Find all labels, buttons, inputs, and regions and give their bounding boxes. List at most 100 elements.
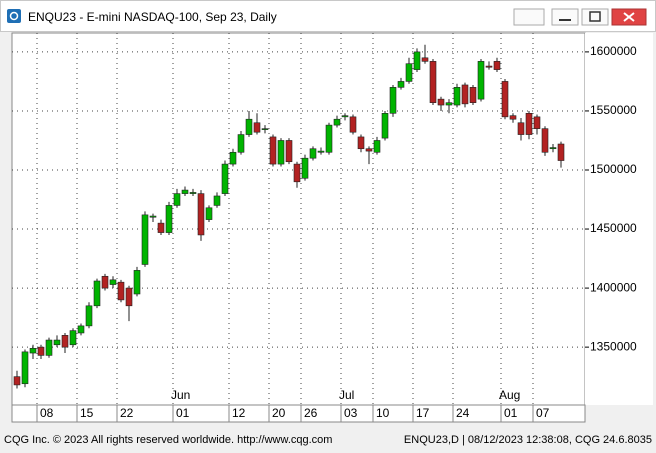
candle-body bbox=[269, 136, 277, 165]
candle-body bbox=[77, 325, 85, 334]
candle-body bbox=[117, 281, 125, 301]
candle-body bbox=[229, 151, 237, 165]
candle-body bbox=[533, 116, 541, 129]
candle-body bbox=[349, 116, 357, 133]
month-label: Jun bbox=[171, 388, 190, 402]
candle-body bbox=[549, 147, 557, 150]
candle-body bbox=[285, 140, 293, 163]
candle-body bbox=[157, 222, 165, 233]
x-tick-label: 17 bbox=[416, 406, 430, 420]
x-tick-label: 08 bbox=[40, 406, 54, 420]
candle-body bbox=[429, 61, 437, 103]
close-icon bbox=[623, 12, 635, 22]
y-tick-label: 1600000 bbox=[590, 44, 637, 58]
candle-body bbox=[325, 124, 333, 153]
candle-body bbox=[45, 339, 53, 356]
candle-body bbox=[21, 351, 29, 385]
candle-body bbox=[437, 98, 445, 106]
candle-body bbox=[197, 193, 205, 236]
candle-body bbox=[141, 214, 149, 265]
candle-body bbox=[29, 348, 37, 354]
candle-body bbox=[309, 148, 317, 159]
candle-body bbox=[237, 134, 245, 153]
x-tick-label: 10 bbox=[376, 406, 390, 420]
candle-body bbox=[333, 118, 341, 126]
candle-body bbox=[301, 157, 309, 179]
candle-body bbox=[541, 128, 549, 153]
candle-body bbox=[477, 61, 485, 100]
candle-body bbox=[245, 118, 253, 135]
candle-body bbox=[165, 205, 173, 233]
candle-body bbox=[509, 115, 517, 120]
candle-body bbox=[13, 376, 21, 386]
month-label: Aug bbox=[499, 388, 520, 402]
y-tick-label: 1400000 bbox=[590, 280, 637, 294]
maximize-button[interactable] bbox=[581, 8, 609, 26]
candle-body bbox=[365, 148, 373, 152]
candle-body bbox=[53, 339, 61, 346]
candle-body bbox=[397, 81, 405, 88]
candle-body bbox=[173, 193, 181, 206]
footer-left: CQG Inc. © 2023 All rights reserved worl… bbox=[4, 434, 332, 446]
candle-body bbox=[453, 87, 461, 106]
candle-body bbox=[501, 81, 509, 118]
maximize-icon bbox=[589, 11, 601, 22]
x-tick-label: 22 bbox=[120, 406, 134, 420]
candle-body bbox=[493, 61, 501, 70]
candle-body bbox=[253, 122, 261, 133]
footer-right: ENQU23,D | 08/12/2023 12:38:08, CQG 24.6… bbox=[404, 434, 652, 446]
candle-body bbox=[149, 215, 157, 218]
title-bar bbox=[0, 0, 656, 32]
candle-body bbox=[205, 207, 213, 220]
y-tick-label: 1550000 bbox=[590, 103, 637, 117]
link-button[interactable] bbox=[513, 8, 545, 26]
price-axis bbox=[585, 33, 653, 405]
candle-body bbox=[405, 63, 413, 82]
candle-body bbox=[261, 128, 269, 130]
candle-body bbox=[421, 57, 429, 62]
x-tick-label: 01 bbox=[504, 406, 518, 420]
x-tick-label: 01 bbox=[176, 406, 190, 420]
candle-body bbox=[485, 65, 493, 68]
candle-body bbox=[413, 51, 421, 70]
candle-body bbox=[389, 87, 397, 114]
y-tick-label: 1450000 bbox=[590, 221, 637, 235]
candle-body bbox=[109, 279, 117, 285]
plot-area bbox=[11, 32, 586, 406]
candle-body bbox=[101, 275, 109, 289]
date-axis bbox=[11, 404, 586, 423]
candle-body bbox=[517, 122, 525, 135]
y-tick-label: 1350000 bbox=[590, 339, 637, 353]
candle-body bbox=[341, 115, 349, 118]
x-tick-label: 12 bbox=[232, 406, 246, 420]
candle-body bbox=[277, 140, 285, 165]
candle-body bbox=[461, 84, 469, 105]
candle-body bbox=[525, 113, 533, 135]
candle-body bbox=[293, 163, 301, 183]
x-tick-label: 24 bbox=[456, 406, 470, 420]
x-tick-label: 26 bbox=[304, 406, 318, 420]
candle-body bbox=[181, 189, 189, 194]
candle-body bbox=[61, 335, 69, 348]
app-icon bbox=[7, 9, 21, 23]
candle-body bbox=[125, 287, 133, 307]
candle-body bbox=[557, 143, 565, 161]
x-tick-label: 03 bbox=[344, 406, 358, 420]
candle-body bbox=[213, 195, 221, 206]
candle-body bbox=[381, 113, 389, 139]
y-tick-label: 1500000 bbox=[590, 162, 637, 176]
candle-body bbox=[221, 163, 229, 194]
candle-body bbox=[37, 346, 45, 356]
candle-body bbox=[445, 102, 453, 106]
month-label: Jul bbox=[339, 388, 354, 402]
candle-body bbox=[469, 87, 477, 103]
candle-body bbox=[93, 280, 101, 307]
x-tick-label: 07 bbox=[536, 406, 550, 420]
candle-body bbox=[85, 305, 93, 327]
app-icon-mark bbox=[9, 11, 19, 21]
candle-body bbox=[69, 330, 77, 346]
candle-body bbox=[133, 270, 141, 295]
minimize-button[interactable] bbox=[551, 8, 579, 26]
candle-body bbox=[373, 140, 381, 153]
